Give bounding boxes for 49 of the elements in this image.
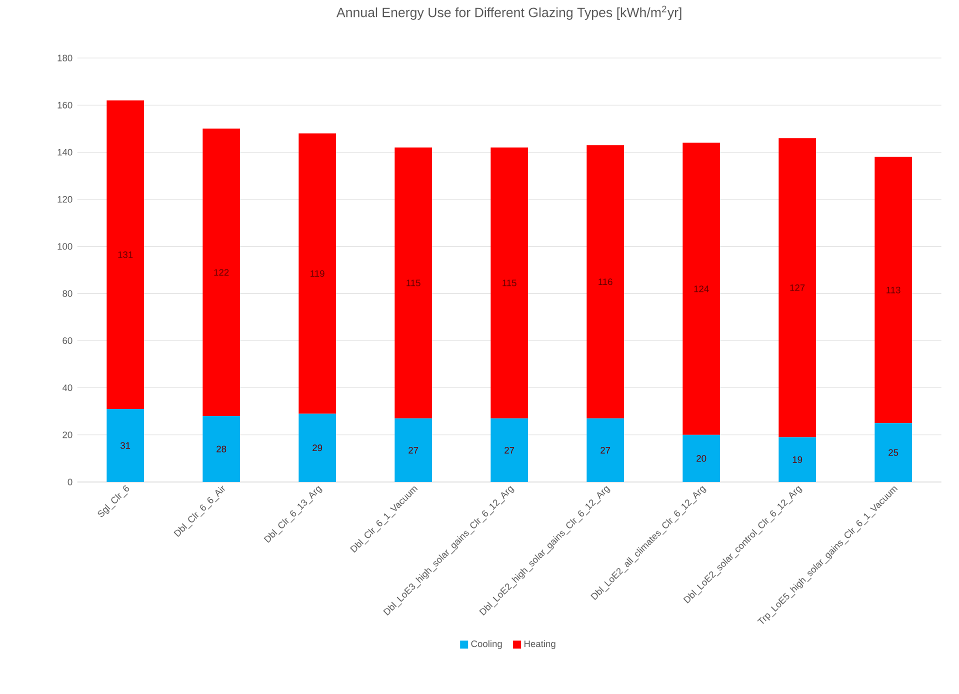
data-label: 122 xyxy=(214,269,229,276)
bar xyxy=(106,408,144,482)
data-label: 28 xyxy=(216,446,226,452)
y-tick-label: 120 xyxy=(58,196,72,203)
data-label: 25 xyxy=(888,449,898,456)
bar xyxy=(106,100,144,409)
bar xyxy=(298,133,336,414)
y-tick-label: 0 xyxy=(68,478,72,486)
legend-label: Cooling xyxy=(471,640,502,649)
bar xyxy=(490,418,528,482)
data-label: 127 xyxy=(790,284,805,291)
data-label: 27 xyxy=(504,446,514,454)
bar xyxy=(682,434,720,482)
y-tick-label: 60 xyxy=(62,337,72,344)
bar xyxy=(874,156,912,424)
bar xyxy=(202,128,240,416)
y-tick-label: 140 xyxy=(58,148,72,156)
bar xyxy=(874,423,912,482)
bar xyxy=(394,418,432,482)
bar xyxy=(586,418,624,482)
y-tick-label: 160 xyxy=(58,102,72,108)
bar xyxy=(682,142,720,435)
chart-title: Annual Energy Use for Different Glazing Types [kWh/m$^{2}$yr] xyxy=(336,6,682,20)
bar xyxy=(202,416,240,482)
data-label: 19 xyxy=(792,456,802,463)
bar xyxy=(778,437,816,482)
data-label: 27 xyxy=(408,446,418,454)
data-label: 27 xyxy=(600,446,610,454)
data-label: 124 xyxy=(694,286,709,292)
bar xyxy=(298,414,336,482)
data-label: 116 xyxy=(598,278,612,286)
data-label: 29 xyxy=(312,444,322,452)
y-tick-label: 180 xyxy=(58,54,72,62)
y-tick-label: 40 xyxy=(62,384,72,392)
data-label: 31 xyxy=(120,442,130,449)
data-label: 115 xyxy=(406,280,420,286)
bar xyxy=(586,145,624,418)
y-tick-label: 80 xyxy=(62,290,72,297)
data-label: 119 xyxy=(310,270,324,277)
data-label: 113 xyxy=(886,286,900,294)
data-label: 115 xyxy=(502,280,516,286)
bar xyxy=(778,138,816,438)
bar xyxy=(490,148,528,418)
y-tick-label: 20 xyxy=(62,432,72,438)
y-tick-label: 100 xyxy=(58,243,72,250)
data-label: 131 xyxy=(118,251,133,258)
bar xyxy=(394,148,432,418)
legend-label: Heating xyxy=(524,640,556,649)
data-label: 20 xyxy=(696,455,706,462)
